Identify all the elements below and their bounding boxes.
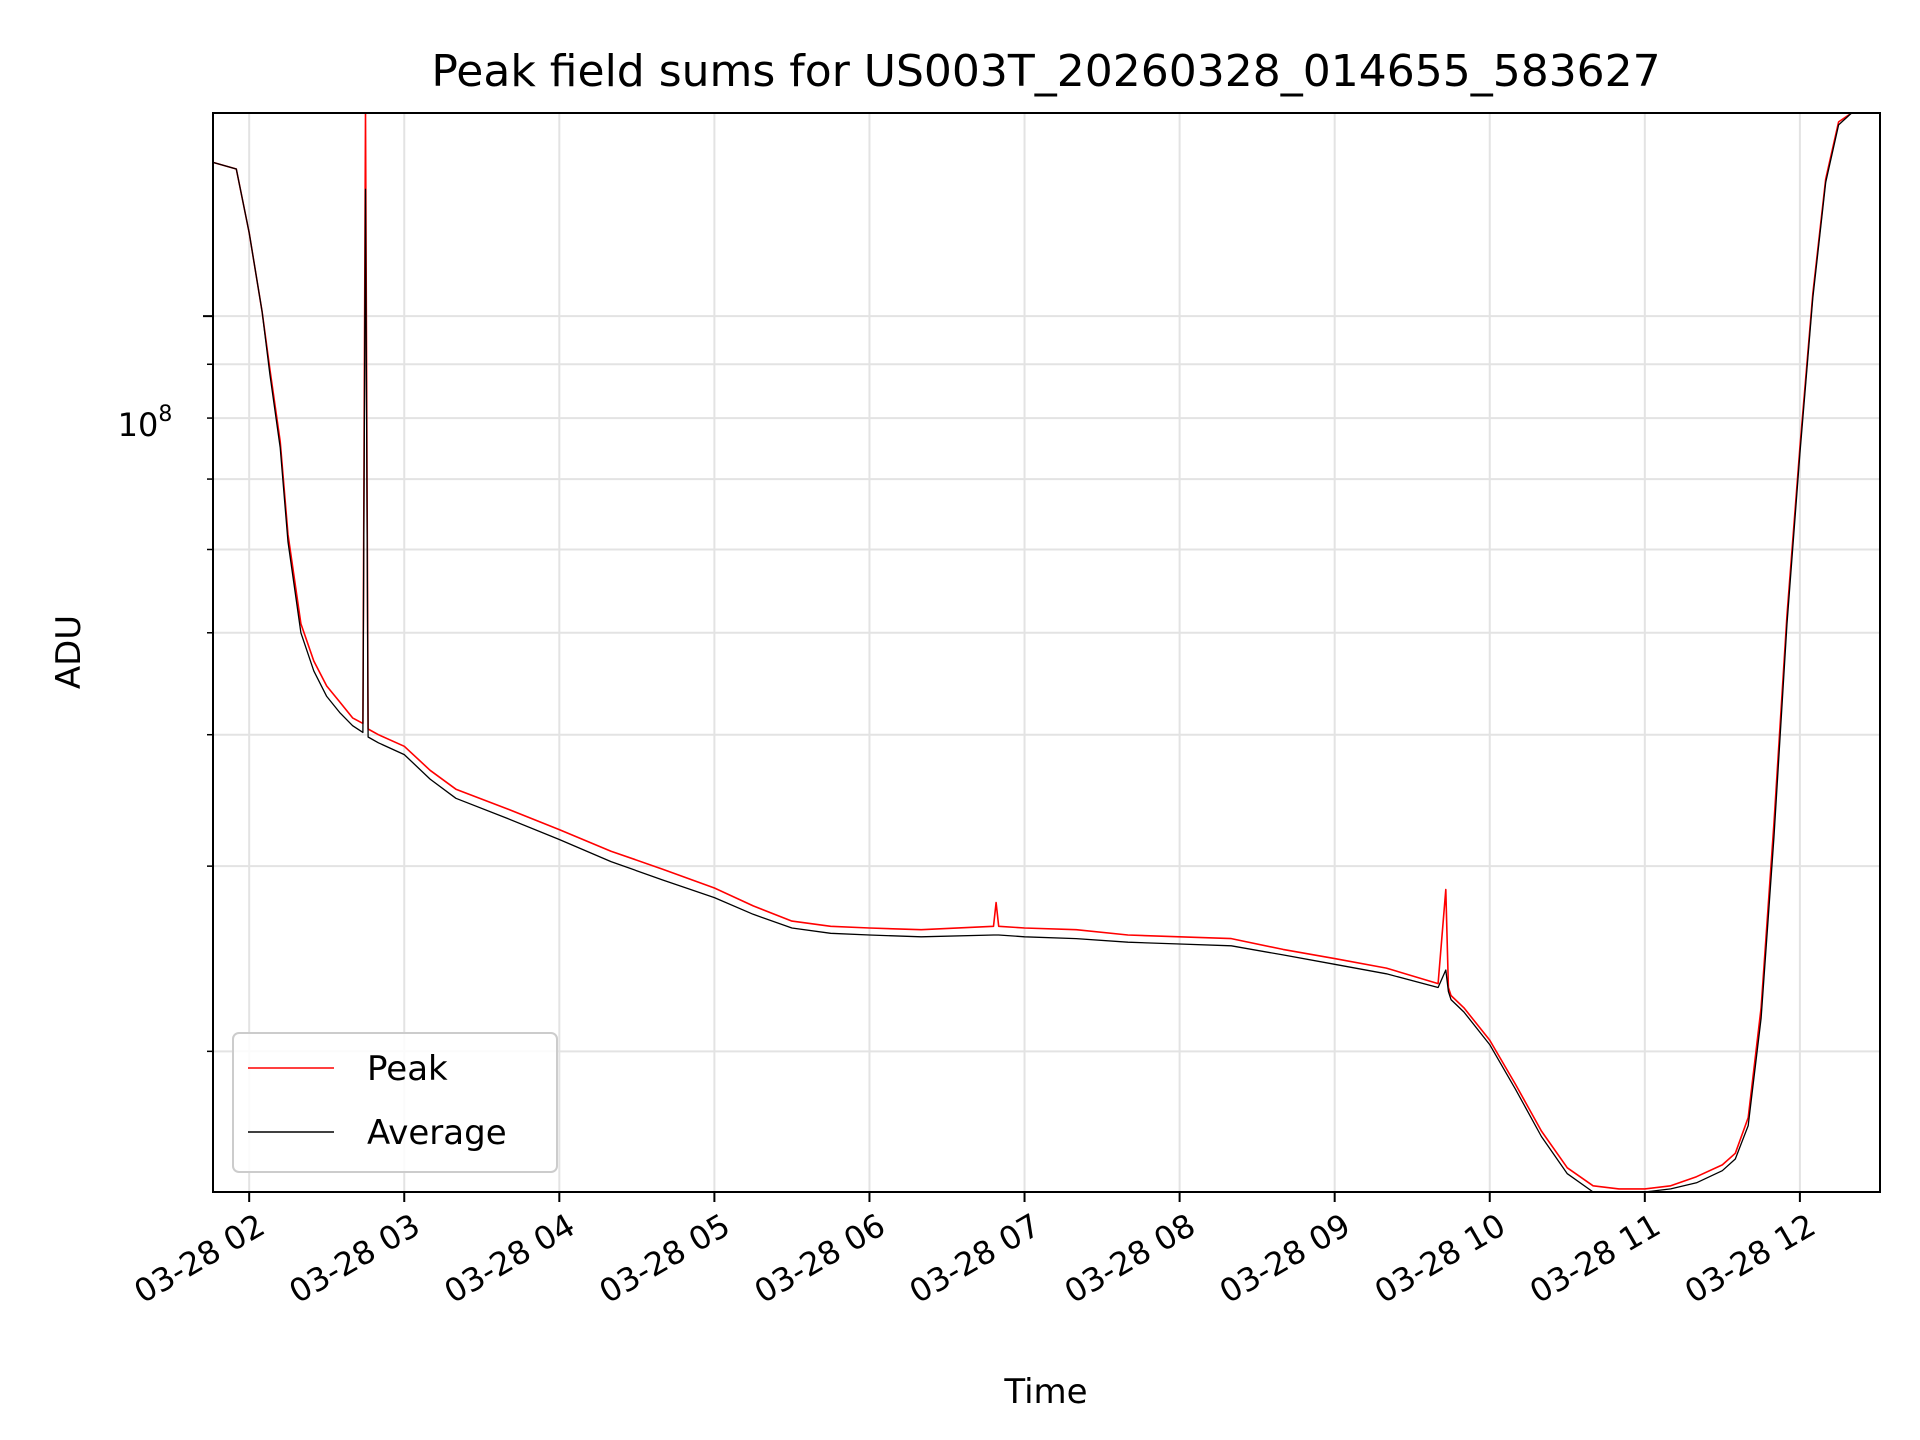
y-major-tick-base: 10 — [118, 406, 159, 444]
series-layer — [212, 112, 1880, 1193]
chart-title: Peak field sums for US003T_20260328_0146… — [431, 46, 1660, 97]
series-line-average — [212, 112, 1880, 1193]
y-ticks — [203, 315, 213, 1053]
x-axis-label: Time — [1003, 1372, 1087, 1412]
y-major-tick-exponent: 8 — [158, 402, 172, 427]
series-line-peak — [212, 112, 1880, 1190]
grid — [213, 113, 1880, 1192]
legend-average-label: Average — [367, 1113, 507, 1153]
legend-peak-label: Peak — [367, 1049, 448, 1089]
plot-frame — [212, 112, 1881, 1193]
y-major-tick-label: 108 — [118, 402, 173, 444]
y-axis-label: ADU — [49, 615, 89, 689]
legend: Peak Average — [232, 1032, 558, 1173]
